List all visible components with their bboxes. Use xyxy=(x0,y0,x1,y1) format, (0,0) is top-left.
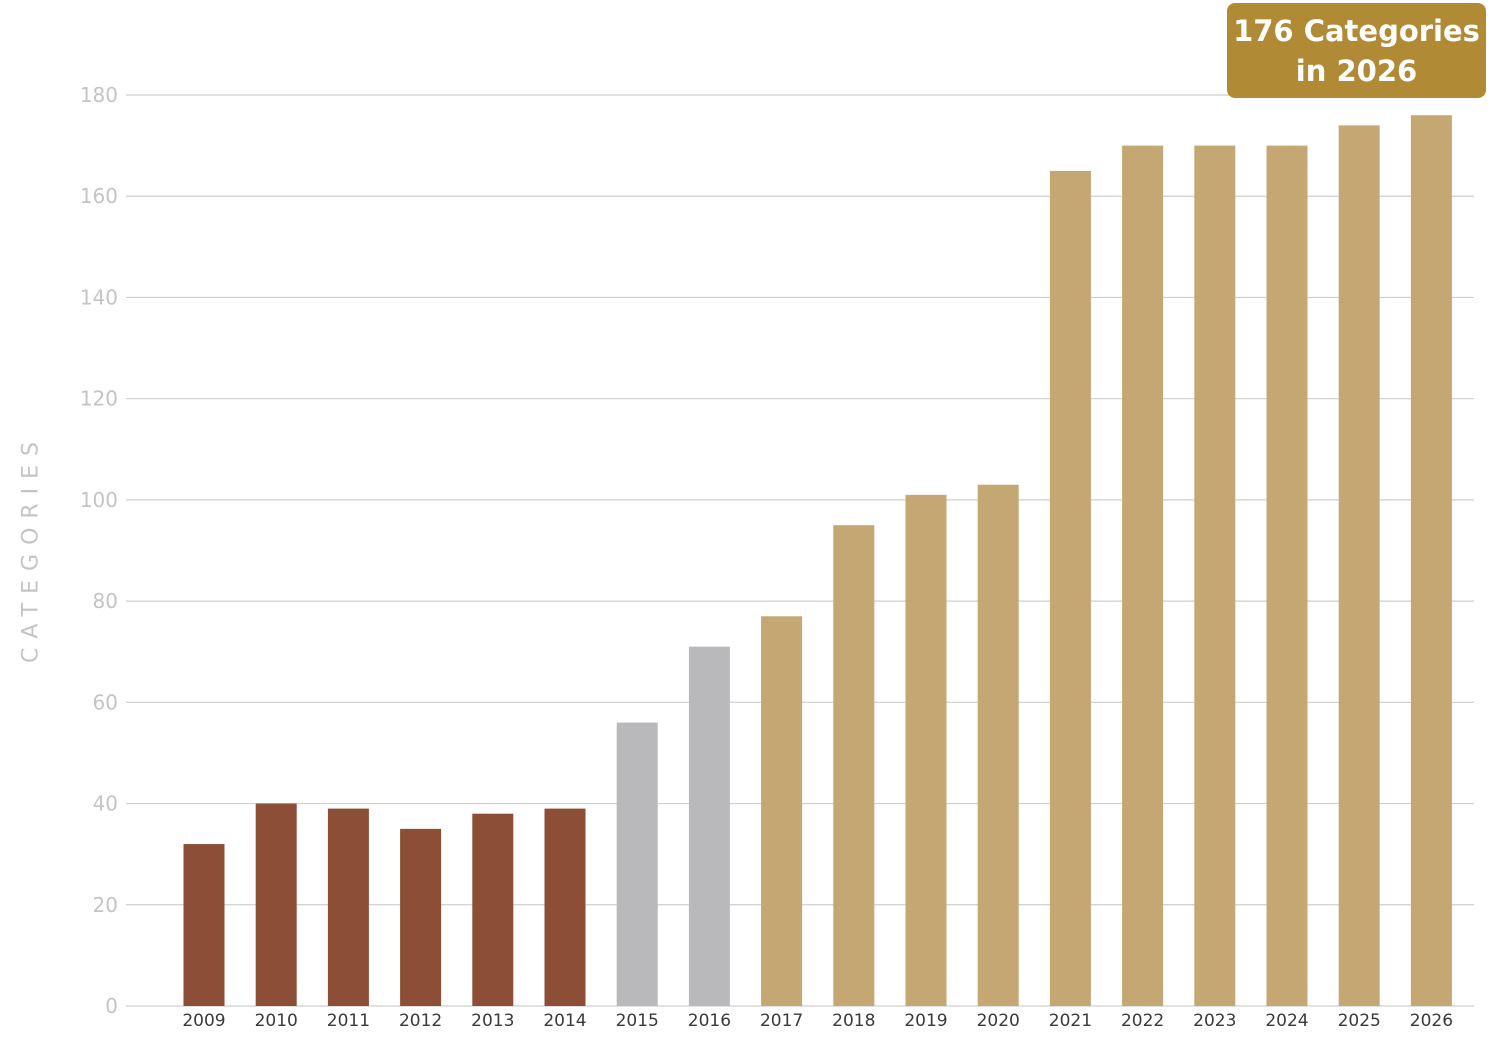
y-tick-label: 60 xyxy=(93,690,118,714)
y-tick-labels: 0 20 40 60 80 100 120 140 160 180 xyxy=(80,83,118,1018)
annotation-callout: 176 Categories in 2026 xyxy=(1227,3,1486,98)
x-tick-label: 2019 xyxy=(904,1011,947,1031)
bar-2010 xyxy=(255,803,297,1006)
x-tick-label: 2017 xyxy=(760,1011,803,1031)
x-tick-label: 2018 xyxy=(832,1011,875,1031)
annotation-line-2: in 2026 xyxy=(1295,53,1418,88)
bar-2009 xyxy=(183,844,225,1006)
bars xyxy=(183,115,1452,1007)
bar-2014 xyxy=(544,808,586,1006)
x-tick-label: 2015 xyxy=(616,1011,659,1031)
bar-2020 xyxy=(977,484,1019,1006)
bar-2016 xyxy=(688,646,730,1006)
y-tick-label: 0 xyxy=(105,994,118,1018)
x-tick-label: 2021 xyxy=(1049,1011,1092,1031)
y-axis-title: CATEGORIES xyxy=(18,432,44,664)
y-tick-label: 120 xyxy=(80,387,118,411)
x-tick-label: 2022 xyxy=(1121,1011,1164,1031)
x-tick-label: 2012 xyxy=(399,1011,442,1031)
y-tick-label: 40 xyxy=(93,792,118,816)
y-tick-label: 100 xyxy=(80,488,118,512)
bar-2021 xyxy=(1049,170,1091,1006)
x-tick-label: 2016 xyxy=(688,1011,731,1031)
x-tick-label: 2026 xyxy=(1410,1011,1453,1031)
y-tick-label: 180 xyxy=(80,83,118,107)
x-tick-label: 2023 xyxy=(1193,1011,1236,1031)
x-tick-label: 2025 xyxy=(1338,1011,1381,1031)
x-tick-label: 2010 xyxy=(255,1011,298,1031)
x-tick-label: 2013 xyxy=(471,1011,514,1031)
bar-2023 xyxy=(1194,145,1236,1007)
y-tick-label: 80 xyxy=(93,589,118,613)
bar-2024 xyxy=(1266,145,1308,1007)
annotation-line-1: 176 Categories xyxy=(1233,13,1480,48)
x-tick-label: 2014 xyxy=(543,1011,586,1031)
x-tick-label: 2011 xyxy=(327,1011,370,1031)
x-tick-label: 2020 xyxy=(977,1011,1020,1031)
y-tick-label: 160 xyxy=(80,184,118,208)
bar-2013 xyxy=(472,813,514,1006)
x-tick-labels: 2009 2010 2011 2012 2013 2014 2015 2016 2017 2018… xyxy=(182,1011,1453,1031)
bar-2022 xyxy=(1122,145,1164,1007)
bar-2015 xyxy=(616,722,658,1006)
bar-2012 xyxy=(400,828,442,1006)
y-tick-label: 20 xyxy=(93,893,118,917)
x-tick-label: 2024 xyxy=(1265,1011,1308,1031)
bar-2011 xyxy=(327,808,369,1006)
bar-2018 xyxy=(833,525,875,1006)
bar-2017 xyxy=(761,616,803,1006)
x-tick-label: 2009 xyxy=(182,1011,225,1031)
bar-2026 xyxy=(1410,115,1452,1006)
bar-2025 xyxy=(1338,125,1380,1006)
y-tick-label: 140 xyxy=(80,285,118,309)
bar-2019 xyxy=(905,494,947,1006)
